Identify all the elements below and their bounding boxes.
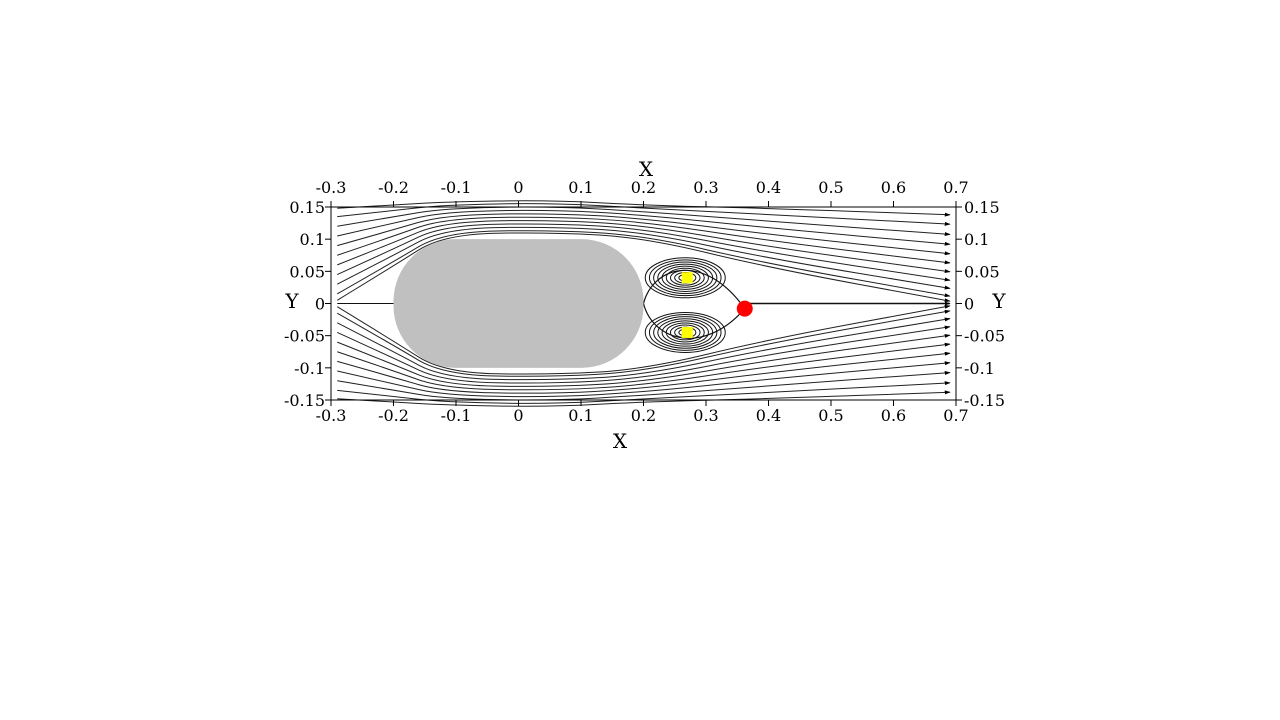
streamline xyxy=(337,206,951,237)
y-tick-label-right: 0 xyxy=(964,295,974,314)
streamline xyxy=(337,203,951,226)
x-tick-label-bottom: 0.7 xyxy=(943,406,968,425)
recirculation-streamline xyxy=(665,267,705,288)
streamline xyxy=(336,232,951,303)
tick-labels: -0.3 -0.3 -0.2 -0.2 -0.1 -0.1 0 0 0.1 0.1 0.2 0.2 0.… xyxy=(284,178,1005,425)
x-tick-label-top: 0.7 xyxy=(943,178,968,197)
streamline xyxy=(337,226,951,290)
y-tick-label-left: 0 xyxy=(315,295,325,314)
recirculation-streamline xyxy=(648,314,722,351)
streamline xyxy=(337,333,951,387)
streamline xyxy=(337,361,951,398)
axis-ticks xyxy=(325,201,962,406)
x-tick-label-bottom: 0.6 xyxy=(881,406,906,425)
y-tick-label-right: -0.05 xyxy=(964,327,1005,346)
streamline xyxy=(336,304,951,375)
recirculation-streamline xyxy=(644,311,726,353)
streamline xyxy=(337,216,951,265)
streamline xyxy=(337,209,951,246)
streamline xyxy=(337,381,951,404)
x-tick-label-bottom: -0.2 xyxy=(378,406,409,425)
x-axis-title-bottom: X xyxy=(613,429,628,453)
x-tick-label-top: 0.5 xyxy=(818,178,843,197)
y-tick-label-right: 0.15 xyxy=(964,198,1000,217)
streamline xyxy=(337,200,951,217)
y-tick-label-left: 0.15 xyxy=(289,198,325,217)
vortex-center-marker xyxy=(681,272,693,284)
x-tick-label-bottom: -0.1 xyxy=(441,406,472,425)
vortex-center-marker xyxy=(681,326,693,338)
y-tick-label-left: 0.1 xyxy=(300,230,325,249)
separatrix xyxy=(642,269,746,309)
streamline xyxy=(337,213,951,256)
recirculation-streamline xyxy=(644,257,726,299)
streamline xyxy=(337,390,951,407)
y-tick-label-right: 0.1 xyxy=(964,230,989,249)
x-tick-label-top: 0.4 xyxy=(756,178,781,197)
x-tick-label-top: 0.6 xyxy=(881,178,906,197)
y-tick-label-left: -0.05 xyxy=(284,327,325,346)
x-tick-label-bottom: 0.1 xyxy=(568,406,593,425)
x-tick-label-top: 0.1 xyxy=(568,178,593,197)
recirculation-streamline xyxy=(657,318,714,347)
x-tick-label-bottom: 0.5 xyxy=(818,406,843,425)
y-tick-label-left: -0.15 xyxy=(284,391,325,410)
x-tick-label-bottom: 0.2 xyxy=(631,406,656,425)
x-axis-title-top: X xyxy=(639,157,654,181)
x-tick-label-bottom: 0.3 xyxy=(693,406,718,425)
critical-points xyxy=(681,272,753,338)
bluff-body xyxy=(393,239,644,368)
y-tick-label-left: -0.1 xyxy=(294,359,325,378)
streamline xyxy=(337,309,951,377)
saddle-point-marker xyxy=(736,300,753,317)
x-tick-label-top: 0.3 xyxy=(693,178,718,197)
recirculation-streamline xyxy=(648,259,722,297)
recirculation-streamline xyxy=(661,265,709,290)
x-tick-label-top: -0.2 xyxy=(378,178,409,197)
x-tick-label-top: 0 xyxy=(513,178,523,197)
streamlines-layer xyxy=(336,200,951,407)
streamline xyxy=(337,220,951,274)
x-tick-label-bottom: 0.4 xyxy=(756,406,781,425)
x-tick-label-bottom: 0 xyxy=(513,406,523,425)
y-axis-title-right: Y xyxy=(991,289,1006,313)
y-axis-title-left: Y xyxy=(284,289,299,313)
recirculation-streamline xyxy=(653,261,718,295)
x-tick-label-top: -0.1 xyxy=(441,178,472,197)
y-tick-label-left: 0.05 xyxy=(289,262,325,281)
y-tick-label-right: -0.1 xyxy=(964,359,995,378)
streamline xyxy=(337,223,951,282)
recirculation-streamline xyxy=(661,320,709,345)
y-tick-label-right: -0.15 xyxy=(964,391,1005,410)
streamline xyxy=(337,317,951,381)
x-tick-label-top: -0.3 xyxy=(316,178,347,197)
y-tick-label-right: 0.05 xyxy=(964,262,1000,281)
recirculation-streamline xyxy=(669,324,701,341)
recirculation-streamline xyxy=(653,316,718,349)
streamline xyxy=(337,351,951,394)
x-tick-label-bottom: -0.3 xyxy=(316,406,347,425)
x-tick-label-top: 0.2 xyxy=(631,178,656,197)
streamline xyxy=(337,230,951,298)
streamline xyxy=(337,342,951,391)
streamline xyxy=(337,370,951,401)
streamline xyxy=(337,325,951,384)
